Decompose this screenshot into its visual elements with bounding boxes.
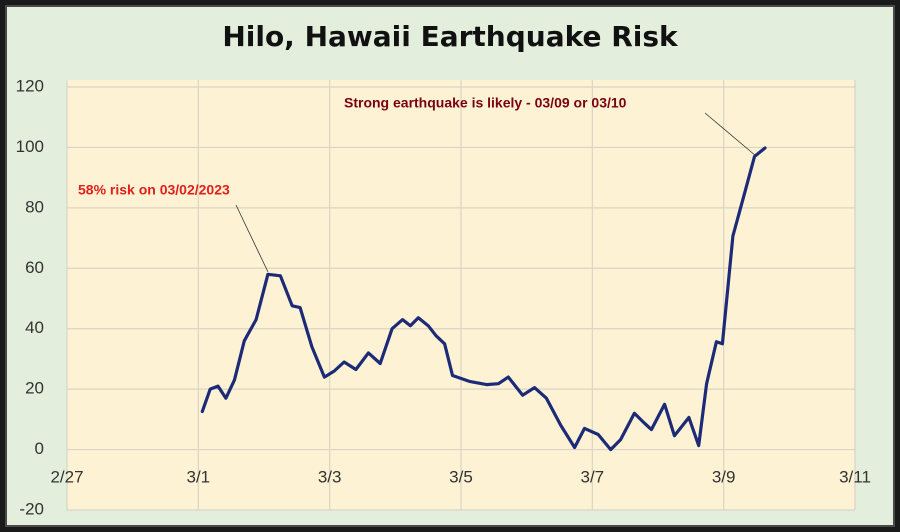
x-tick-label: 3/5	[449, 467, 473, 486]
annotation: 58% risk on 03/02/2023	[78, 182, 230, 198]
y-tick-label: -20	[19, 499, 44, 518]
y-tick-label: 0	[35, 439, 44, 458]
annotation-line	[235, 204, 269, 273]
y-tick-label: 120	[16, 76, 44, 95]
y-tick-label: 100	[16, 137, 44, 156]
x-tick-label: 3/11	[839, 467, 871, 486]
y-tick-label: 60	[25, 258, 44, 277]
annotation-line	[704, 112, 757, 157]
y-tick-label: 20	[25, 379, 44, 398]
chart-title: Hilo, Hawaii Earthquake Risk	[222, 20, 679, 53]
y-tick-label: 80	[25, 197, 44, 216]
x-tick-label: 3/9	[712, 467, 736, 486]
y-tick-label: 40	[25, 318, 44, 337]
x-tick-label: 3/3	[318, 467, 342, 486]
annotation: Strong earthquake is likely - 03/09 or 0…	[344, 95, 627, 111]
x-tick-label: 2/27	[50, 467, 83, 486]
x-tick-label: 3/7	[581, 467, 605, 486]
data-line	[200, 146, 767, 452]
x-tick-label: 3/1	[187, 467, 211, 486]
